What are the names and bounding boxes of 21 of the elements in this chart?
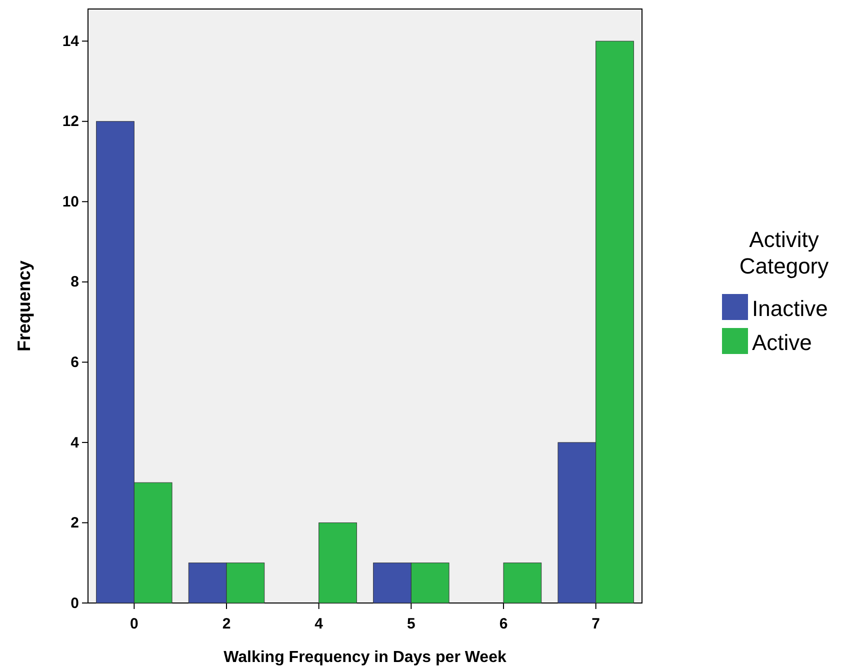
bar [503,562,542,604]
y-tick-label: 0 [70,594,79,612]
x-tick-label: 6 [499,616,508,632]
x-tick-label: 4 [314,616,324,632]
bar [318,522,357,604]
y-tick-label: 4 [70,434,80,452]
y-tick-label: 6 [70,354,79,371]
x-axis-title: Walking Frequency in Days per Week [224,649,506,666]
y-tick-label: 8 [70,274,79,291]
legend-title: Activity Category [739,227,829,278]
x-tick-label: 7 [592,616,600,632]
legend-label: Active [752,330,812,355]
x-tick-label: 2 [222,616,231,632]
y-tick-label: 14 [62,32,80,50]
y-tick-label: 12 [62,113,79,130]
x-tick-label: 0 [130,616,138,632]
y-tick-label: 10 [62,193,79,210]
legend-label: Inactive [752,296,828,321]
y-axis-title: Frequency [14,260,34,352]
y-tick-label: 2 [70,514,79,532]
x-tick-label: 5 [406,616,416,632]
